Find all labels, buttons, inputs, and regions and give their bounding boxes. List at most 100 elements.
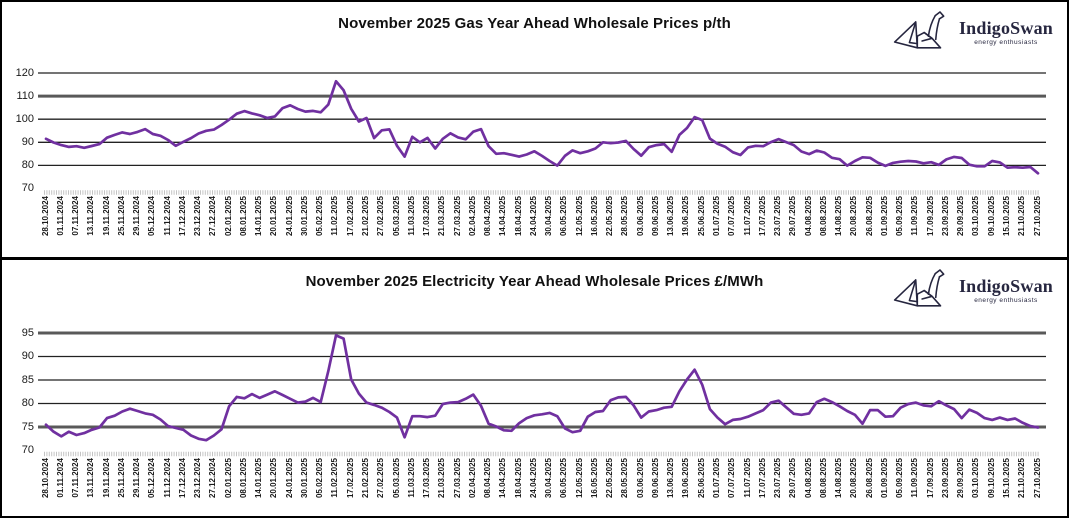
x-tick-label: 15.10.2025 — [1001, 196, 1011, 237]
x-tick-label: 17.12.2024 — [177, 457, 187, 498]
logo-brand: IndigoSwan — [958, 275, 1053, 296]
x-tick-label: 06.05.2025 — [559, 457, 569, 498]
x-tick-label: 11.12.2024 — [162, 457, 172, 498]
x-tick-label: 17.09.2025 — [925, 457, 935, 498]
x-tick-label: 17.02.2025 — [345, 196, 355, 237]
x-tick-label: 16.05.2025 — [589, 457, 599, 498]
x-tick-label: 20.08.2025 — [849, 196, 859, 237]
x-tick-label: 11.09.2025 — [910, 457, 920, 498]
x-tick-label: 06.05.2025 — [559, 196, 569, 237]
x-tick-label: 11.03.2025 — [406, 196, 416, 236]
electricity-price-line-chart — [38, 331, 1046, 457]
x-tick-label: 27.02.2025 — [376, 196, 386, 237]
y-tick-label: 75 — [21, 420, 34, 433]
x-tick-label: 03.06.2025 — [635, 457, 645, 498]
x-tick-label: 23.07.2025 — [773, 457, 783, 498]
x-tick-label: 29.09.2025 — [956, 196, 966, 237]
x-tick-label: 24.04.2025 — [528, 196, 538, 237]
y-tick-label: 95 — [21, 326, 34, 339]
x-tick-label: 28.05.2025 — [620, 457, 630, 498]
x-tick-label: 29.07.2025 — [788, 457, 798, 498]
x-tick-label: 14.04.2025 — [498, 196, 508, 237]
logo-tagline: energy enthusiasts — [974, 38, 1038, 46]
x-tick-label: 08.08.2025 — [818, 196, 828, 237]
x-tick-label: 11.09.2025 — [910, 196, 920, 236]
x-tick-label: 01.07.2025 — [712, 196, 721, 237]
x-tick-label: 19.11.2024 — [101, 457, 111, 498]
x-tick-label: 01.11.2024 — [55, 196, 65, 236]
x-tick-label: 07.11.2024 — [71, 457, 81, 498]
x-tick-label: 25.11.2024 — [116, 457, 126, 498]
x-tick-label: 11.02.2025 — [330, 196, 340, 236]
x-tick-label: 01.11.2024 — [55, 457, 65, 498]
x-tick-label: 28.10.2024 — [40, 196, 50, 237]
x-tick-label: 21.03.2025 — [437, 196, 447, 237]
x-tick-label: 17.07.2025 — [757, 457, 767, 498]
x-tick-label: 23.09.2025 — [940, 457, 950, 498]
x-tick-label: 03.10.2025 — [971, 457, 981, 498]
x-tick-label: 29.11.2024 — [132, 457, 142, 498]
y-tick-label: 120 — [15, 66, 34, 79]
x-tick-label: 12.05.2025 — [574, 196, 584, 237]
x-tick-label: 20.08.2025 — [849, 457, 859, 498]
x-tick-label: 16.05.2025 — [589, 196, 599, 237]
x-tick-label: 08.04.2025 — [483, 457, 493, 498]
x-tick-label: 05.12.2024 — [147, 196, 157, 237]
gas-price-line-chart — [38, 72, 1046, 195]
x-tick-label: 21.02.2025 — [360, 196, 370, 237]
x-tick-label: 17.09.2025 — [925, 196, 935, 237]
swan-logo-icon — [893, 11, 945, 49]
x-tick-label: 18.04.2025 — [513, 196, 523, 237]
x-tick-label: 09.10.2025 — [986, 457, 996, 498]
x-tick-label: 29.09.2025 — [956, 457, 966, 498]
x-tick-label: 02.01.2025 — [223, 196, 233, 237]
x-tick-label: 07.07.2025 — [727, 457, 737, 498]
x-tick-label: 20.01.2025 — [269, 196, 279, 237]
x-tick-label: 19.11.2024 — [101, 196, 111, 236]
x-tick-label: 22.05.2025 — [605, 196, 615, 237]
x-tick-label: 25.06.2025 — [696, 196, 706, 237]
x-tick-label: 17.12.2024 — [177, 196, 187, 237]
y-tick-label: 80 — [21, 397, 34, 409]
x-tick-label: 26.08.2025 — [864, 457, 874, 498]
y-tick-label: 70 — [21, 444, 34, 456]
logo-text: IndigoSwan energy enthusiasts — [959, 277, 1053, 304]
electricity-chart-panel: November 2025 Electricity Year Ahead Who… — [0, 258, 1069, 518]
logo-brand: IndigoSwan — [958, 17, 1053, 38]
indigoswan-logo: IndigoSwan energy enthusiasts — [892, 267, 1053, 313]
x-tick-label: 04.08.2025 — [803, 196, 813, 237]
x-tick-label: 21.10.2025 — [1017, 196, 1027, 237]
y-tick-label: 90 — [21, 350, 34, 362]
x-tick-label: 27.12.2024 — [208, 196, 218, 237]
x-tick-label: 25.06.2025 — [696, 457, 706, 498]
swan-logo-icon — [893, 269, 945, 307]
x-tick-label: 22.05.2025 — [605, 457, 615, 498]
x-tick-label: 11.07.2025 — [742, 196, 752, 236]
x-tick-label: 21.03.2025 — [437, 457, 447, 498]
x-tick-label: 23.09.2025 — [940, 196, 950, 237]
x-tick-label: 13.06.2025 — [666, 196, 676, 237]
x-tick-label: 17.07.2025 — [757, 196, 767, 237]
x-tick-label: 14.04.2025 — [498, 457, 508, 498]
x-tick-label: 08.04.2025 — [483, 196, 493, 237]
gas-price-line — [44, 79, 1040, 175]
x-tick-label: 08.01.2025 — [238, 196, 248, 237]
x-tick-label: 17.03.2025 — [422, 196, 432, 237]
x-tick-label: 02.04.2025 — [467, 457, 477, 498]
x-tick-label: 19.06.2025 — [681, 457, 691, 498]
x-tick-label: 08.08.2025 — [818, 457, 828, 498]
x-tick-label: 09.06.2025 — [650, 457, 660, 498]
x-tick-label: 05.09.2025 — [895, 457, 905, 498]
x-tick-label: 11.03.2025 — [406, 457, 416, 498]
x-tick-label: 14.08.2025 — [834, 457, 844, 498]
y-tick-label: 100 — [15, 112, 34, 125]
x-tick-label: 30.04.2025 — [544, 457, 554, 498]
x-tick-label: 05.03.2025 — [391, 457, 401, 498]
x-tick-label: 02.01.2025 — [223, 457, 233, 498]
x-tick-label: 01.09.2025 — [879, 196, 889, 237]
x-tick-label: 14.01.2025 — [254, 457, 264, 498]
x-tick-label: 29.11.2024 — [132, 196, 142, 236]
x-tick-label: 04.08.2025 — [803, 457, 813, 498]
x-tick-label: 03.10.2025 — [971, 196, 981, 237]
